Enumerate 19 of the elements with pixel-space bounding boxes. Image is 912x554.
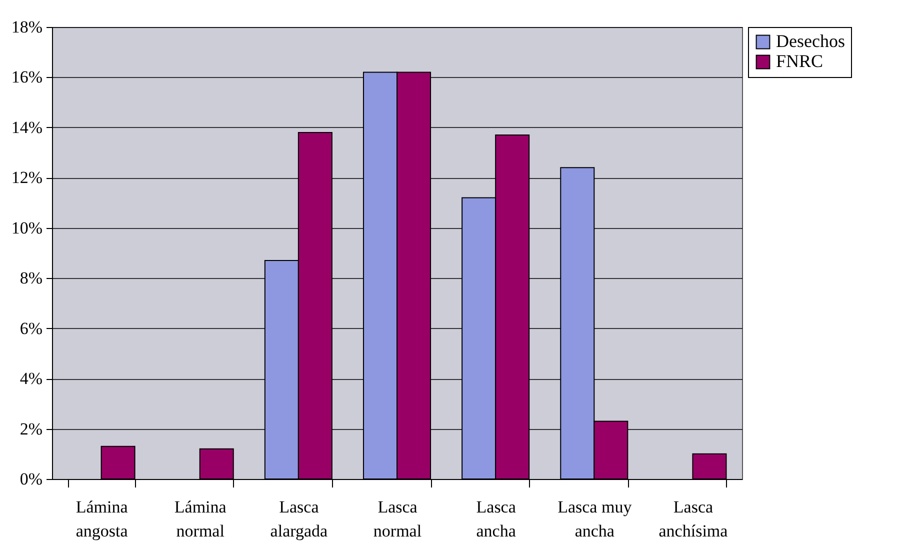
legend-label: Desechos bbox=[776, 31, 845, 51]
y-tick-label: 4% bbox=[20, 369, 42, 388]
x-tick-label: Lasca alargada bbox=[270, 498, 328, 540]
x-tick-label: Lámina normal bbox=[174, 498, 227, 540]
y-tick-label: 10% bbox=[11, 218, 42, 238]
x-tick-label: Lasca anchísima bbox=[658, 498, 728, 540]
y-tick-label: 16% bbox=[11, 68, 42, 87]
y-tick-label: 14% bbox=[11, 118, 42, 137]
y-tick-label: 2% bbox=[20, 419, 42, 438]
x-tick-label: Lasca normal bbox=[373, 498, 422, 540]
y-tick-label: 0% bbox=[20, 470, 42, 488]
y-tick-label: 6% bbox=[20, 318, 42, 338]
y-tick-label: 18% bbox=[11, 18, 42, 36]
x-tick-label: Lasca muy ancha bbox=[558, 498, 632, 540]
x-tick-label: Lasca ancha bbox=[476, 498, 516, 540]
legend-label: FNRC bbox=[776, 51, 824, 71]
y-tick-label: 8% bbox=[20, 268, 42, 288]
x-tick-label: Lámina angosta bbox=[76, 498, 128, 540]
y-tick-label: 12% bbox=[11, 168, 42, 188]
